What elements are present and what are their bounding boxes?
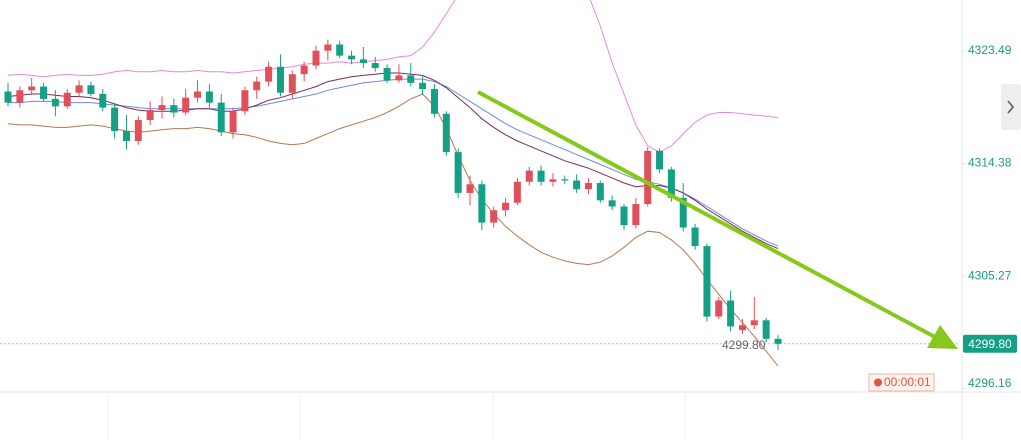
candles xyxy=(4,39,782,350)
candle-body xyxy=(644,150,652,205)
candle-body xyxy=(715,300,723,317)
price-annotation: 4299.80 xyxy=(722,338,766,352)
candle-body xyxy=(478,184,486,223)
trend-arrow xyxy=(477,90,958,349)
candle-body xyxy=(774,338,782,344)
candle-body xyxy=(253,81,261,91)
candle-body xyxy=(656,150,664,170)
candle-body xyxy=(667,169,675,198)
candle-body xyxy=(407,75,415,83)
candle-body xyxy=(134,119,142,141)
candle-body xyxy=(4,91,12,103)
y-axis: 4323.49 4314.38 4305.27 4296.16 4299.80 4299.… xyxy=(722,43,1017,390)
candle-body xyxy=(537,170,545,182)
y-tick-label: 4323.49 xyxy=(968,43,1012,57)
countdown-text: 00:00:01 xyxy=(884,375,931,389)
candle-body xyxy=(573,180,581,190)
candle-body xyxy=(28,86,36,91)
candle-body xyxy=(75,85,83,93)
candle-body xyxy=(596,183,604,201)
candle-body xyxy=(502,202,510,211)
candle-body xyxy=(276,66,284,93)
candle-body xyxy=(336,44,344,56)
candle-body xyxy=(16,90,24,103)
candle-body xyxy=(99,93,107,108)
candle-body xyxy=(750,320,758,326)
candle-body xyxy=(205,91,213,103)
candle-body xyxy=(371,63,379,69)
side-button[interactable] xyxy=(1001,84,1021,130)
candle-body xyxy=(632,204,640,226)
candle-body xyxy=(525,170,533,182)
y-tick-label: 4314.38 xyxy=(968,156,1012,170)
candle-body xyxy=(229,111,237,133)
arrow-head xyxy=(927,325,958,349)
candle-body xyxy=(217,102,225,133)
countdown-icon xyxy=(874,378,882,387)
countdown: 00:00:01 xyxy=(868,373,935,392)
price-tag-label: 4299.80 xyxy=(968,337,1012,351)
candle-body xyxy=(430,89,438,114)
candle-body xyxy=(63,92,71,107)
candle-body xyxy=(241,90,249,112)
candle-body xyxy=(324,44,332,51)
price-tag xyxy=(963,334,1017,353)
candle-body xyxy=(122,131,130,141)
indicator-line xyxy=(7,0,779,153)
candle-body xyxy=(170,105,178,113)
expand-button[interactable] xyxy=(1001,84,1021,130)
trend-line xyxy=(477,90,936,339)
candle-body xyxy=(549,179,557,182)
candle-body xyxy=(395,75,403,81)
countdown-box xyxy=(868,373,935,392)
candle-body xyxy=(51,98,59,107)
candle-body xyxy=(288,74,296,93)
candle-body xyxy=(194,91,202,98)
candle-body xyxy=(620,206,628,226)
candle-body xyxy=(182,97,190,113)
candle-body xyxy=(419,82,427,90)
candle-body xyxy=(513,181,521,203)
candle-body xyxy=(454,152,462,193)
candle-body xyxy=(158,105,166,111)
candle-body xyxy=(359,59,367,64)
candle-body xyxy=(679,197,687,228)
candle-body xyxy=(300,65,308,75)
candle-body xyxy=(442,113,450,153)
candle-body xyxy=(727,300,735,327)
candle-body xyxy=(383,68,391,81)
candle-body xyxy=(265,66,273,82)
candle-body xyxy=(146,110,154,120)
candle-body xyxy=(87,85,95,94)
chevron xyxy=(1007,100,1014,114)
candle-body xyxy=(703,246,711,317)
plot xyxy=(0,0,960,367)
candle-body xyxy=(691,227,699,247)
candle-body xyxy=(312,50,320,66)
candle-body xyxy=(40,86,48,99)
candle-body xyxy=(348,55,356,60)
candle-body xyxy=(584,183,592,190)
y-tick-label: 4305.27 xyxy=(968,268,1012,282)
candle-body xyxy=(111,107,119,132)
candle-body xyxy=(762,320,770,339)
candle-body xyxy=(608,200,616,207)
candle-body xyxy=(466,184,474,193)
candle-body xyxy=(490,210,498,223)
y-tick-label: 4296.16 xyxy=(968,376,1012,390)
candle-body xyxy=(738,325,746,331)
candle-body xyxy=(561,179,569,181)
